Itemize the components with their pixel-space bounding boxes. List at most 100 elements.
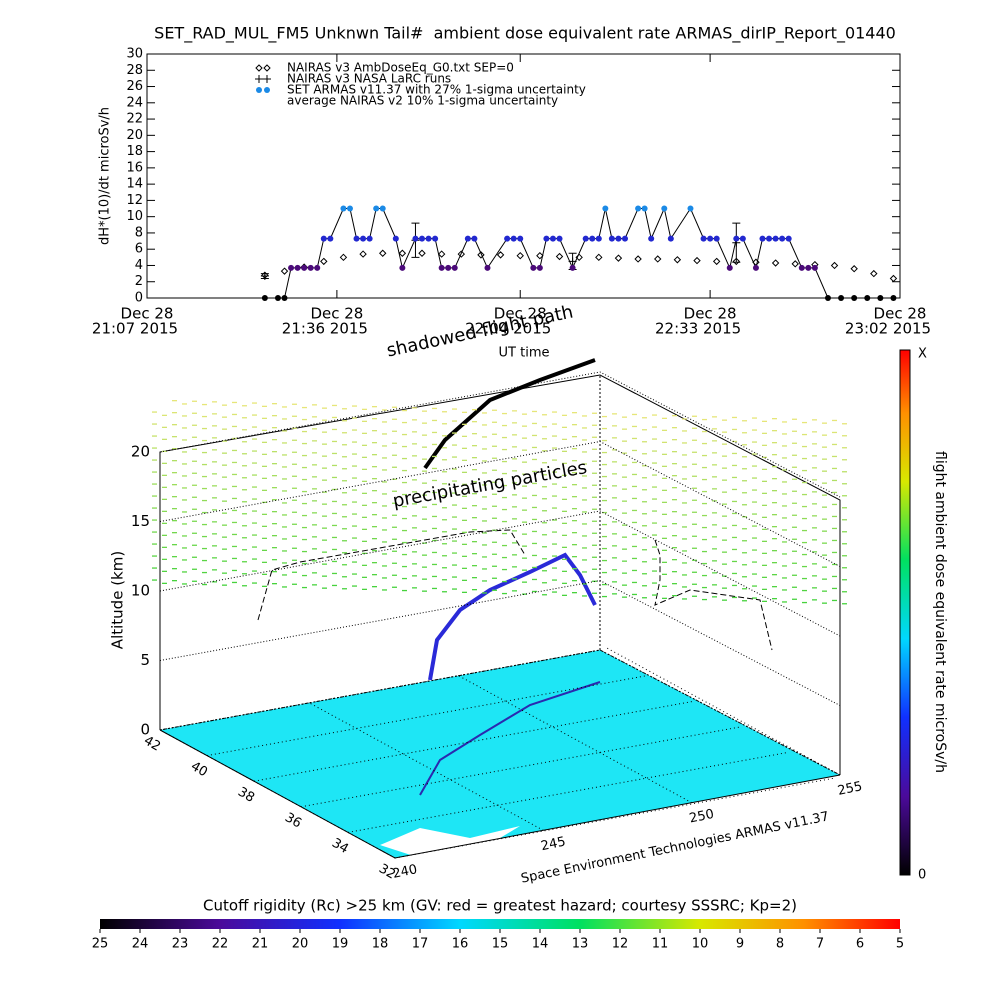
dose-colorbar	[899, 349, 911, 876]
diamond-marker	[437, 250, 446, 258]
x-tick-label: 22:04 2015	[465, 320, 551, 338]
y-tick-label: 30	[126, 47, 143, 62]
rc-tick-label: 8	[776, 937, 784, 952]
diamond-marker	[555, 252, 564, 261]
rc-tick-label: 16	[452, 937, 469, 952]
dot-marker	[595, 235, 602, 242]
y-tick-label: 28	[126, 63, 143, 78]
x-tick-label: Dec 28	[684, 305, 737, 323]
diamond-marker	[418, 249, 426, 257]
dot-marker	[805, 264, 812, 271]
plot-frame	[146, 53, 901, 299]
z-tick-label: 20	[131, 443, 150, 461]
lat-tick-label: 32	[376, 861, 398, 882]
z-tick-label: 10	[131, 582, 150, 600]
dot-marker	[779, 235, 786, 242]
dot-marker	[641, 205, 648, 212]
y-axis-label: dH*(10)/dt microSv/h	[98, 107, 113, 245]
dot-marker	[707, 235, 714, 242]
dot-marker	[412, 235, 419, 242]
rc-tick-label: 11	[652, 937, 669, 952]
title: SET_RAD_MUL_FM5 Unknwn Tail# ambient dos…	[154, 24, 896, 44]
dot-marker	[549, 235, 556, 242]
y-tick-label: 26	[126, 79, 143, 94]
x-tick-label: Dec 28	[310, 305, 363, 323]
track-projection	[654, 539, 773, 651]
rc-tick-label: 22	[212, 937, 229, 952]
colorbar-title: flight ambient dose equivalent rate micr…	[932, 451, 948, 773]
dot-marker	[536, 264, 543, 271]
diamond-marker	[280, 267, 289, 275]
dot-marker	[346, 205, 353, 212]
diamond-marker	[339, 253, 348, 262]
y-tick-label: 14	[126, 177, 143, 192]
dot-marker	[798, 264, 805, 271]
legend-label: NAIRAS v3 NASA LaRC runs	[287, 72, 451, 86]
x-tick-label: 21:07 2015	[92, 320, 178, 338]
dot-marker	[530, 264, 537, 271]
flight-track	[428, 552, 597, 681]
legend-symbol	[263, 64, 271, 72]
z-tick-label: 0	[140, 721, 150, 739]
dot-marker	[667, 235, 674, 242]
rc-tick-label: 17	[412, 937, 429, 952]
dot-marker	[353, 235, 360, 242]
rc-tick-label: 12	[612, 937, 629, 952]
dot-marker	[759, 235, 766, 242]
rc-tick-label: 15	[492, 937, 509, 952]
dot-marker	[274, 295, 281, 301]
dot-marker	[320, 235, 327, 242]
dot-marker	[314, 264, 321, 271]
diamond-marker	[732, 257, 741, 266]
armas-line	[264, 206, 894, 299]
diamond-marker	[536, 251, 544, 260]
lat-grid-line	[159, 649, 601, 731]
lon-tick-label: 240	[391, 862, 418, 882]
x-tick-label: Dec 28	[494, 305, 547, 323]
dot-marker	[392, 235, 399, 242]
dot-marker	[687, 205, 694, 212]
lon-tick-label: 250	[688, 807, 715, 827]
dot-marker	[700, 235, 707, 242]
dot-marker	[340, 205, 347, 212]
dot-marker	[608, 235, 615, 242]
rc-tick-label: 25	[92, 937, 109, 952]
shadowed-track	[423, 358, 596, 470]
dot-marker	[432, 235, 439, 242]
y-tick-label: 18	[126, 144, 143, 159]
dot-marker	[307, 264, 314, 271]
dot-marker	[772, 235, 779, 242]
ground-track	[419, 681, 601, 796]
y-tick-label: 8	[135, 225, 143, 240]
diamond-marker	[889, 274, 898, 283]
diamond-marker	[614, 254, 623, 262]
lat-tick-label: 38	[235, 785, 257, 806]
box-edge	[159, 374, 841, 775]
y-tick-label: 0	[135, 291, 143, 306]
legend-symbol	[256, 87, 262, 93]
z-grid-line	[159, 371, 841, 498]
diamond-marker	[496, 251, 505, 259]
legend-label: SET ARMAS v11.37 with 27% 1-sigma uncert…	[287, 83, 586, 97]
dot-marker	[366, 235, 373, 242]
dot-marker	[288, 264, 295, 271]
dot-marker	[517, 235, 524, 242]
diamond-marker	[771, 259, 780, 267]
lat-tick-label: 40	[188, 759, 210, 780]
dot-marker	[301, 264, 308, 271]
dot-marker	[602, 205, 609, 212]
dot-marker	[589, 235, 596, 242]
diamond-marker	[654, 255, 662, 263]
dot-marker	[713, 235, 720, 242]
diamond-marker	[830, 261, 839, 270]
floor-back-edge	[159, 649, 841, 776]
dot-marker	[379, 205, 386, 212]
dot-marker	[261, 295, 268, 301]
dot-marker	[419, 235, 426, 242]
rc-tick-label: 19	[332, 937, 349, 952]
x-tick-label: 23:02 2015	[845, 320, 931, 338]
dot-marker	[615, 235, 622, 242]
rc-tick-label: 24	[132, 937, 149, 952]
colorbar-label: 0	[918, 868, 926, 883]
diamond-marker	[791, 260, 799, 268]
